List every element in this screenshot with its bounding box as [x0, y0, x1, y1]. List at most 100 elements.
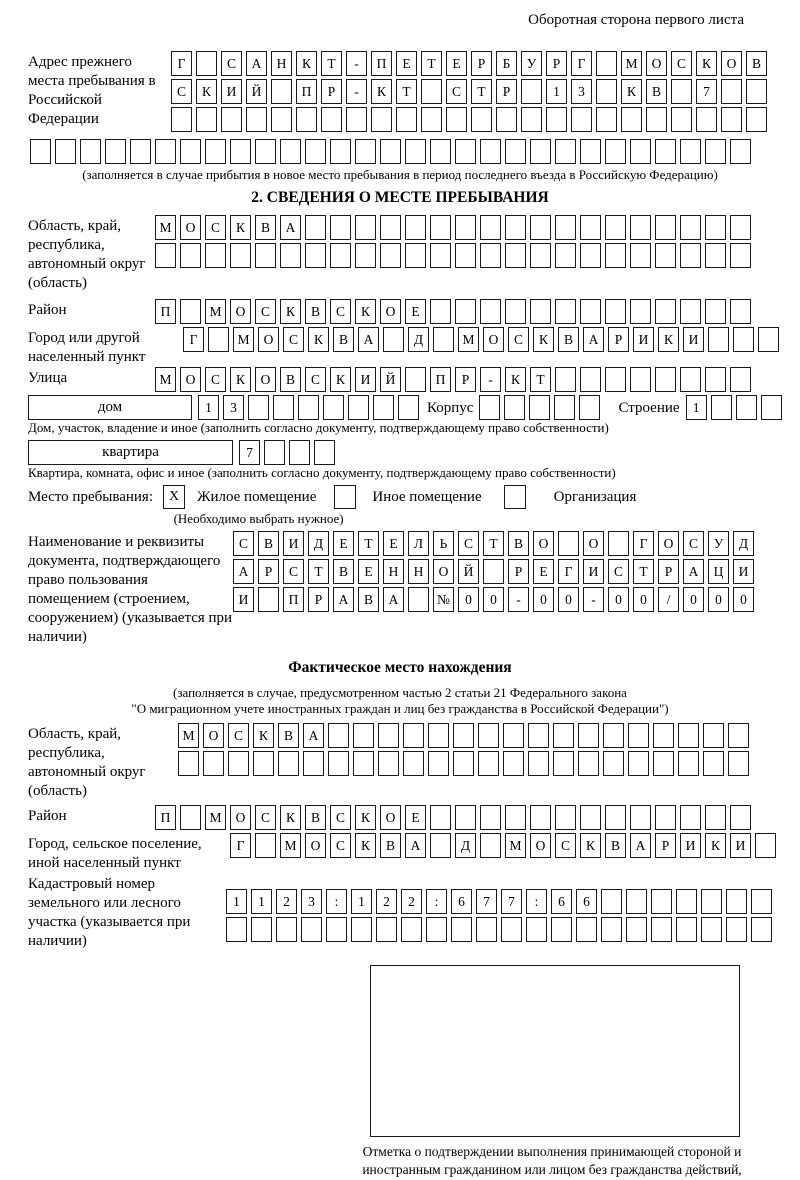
- form-cell[interactable]: [80, 139, 101, 164]
- form-cell[interactable]: [630, 299, 651, 324]
- form-cell[interactable]: Е: [383, 531, 404, 556]
- form-cell[interactable]: 0: [608, 587, 629, 612]
- form-cell[interactable]: [671, 107, 692, 132]
- form-cell[interactable]: [730, 367, 751, 392]
- form-cell[interactable]: М: [155, 367, 176, 392]
- form-cell[interactable]: [453, 751, 474, 776]
- form-cell[interactable]: [726, 889, 747, 914]
- form-cell[interactable]: М: [458, 327, 479, 352]
- form-cell[interactable]: О: [433, 559, 454, 584]
- form-cell[interactable]: [503, 751, 524, 776]
- form-cell[interactable]: [630, 243, 651, 268]
- form-cell[interactable]: [351, 917, 372, 942]
- form-cell[interactable]: [546, 107, 567, 132]
- checkbox-inoe[interactable]: [334, 485, 357, 509]
- form-cell[interactable]: И: [733, 559, 754, 584]
- form-cell[interactable]: [608, 531, 629, 556]
- form-cell[interactable]: С: [508, 327, 529, 352]
- form-cell[interactable]: О: [380, 805, 401, 830]
- form-cell[interactable]: Г: [558, 559, 579, 584]
- form-cell[interactable]: [30, 139, 51, 164]
- form-cell[interactable]: [655, 805, 676, 830]
- form-cell[interactable]: [455, 139, 476, 164]
- form-cell[interactable]: [303, 751, 324, 776]
- form-cell[interactable]: [314, 440, 335, 465]
- form-cell[interactable]: О: [583, 531, 604, 556]
- form-cell[interactable]: [355, 215, 376, 240]
- form-cell[interactable]: Д: [308, 531, 329, 556]
- form-cell[interactable]: [676, 889, 697, 914]
- form-cell[interactable]: -: [346, 51, 367, 76]
- form-cell[interactable]: [705, 215, 726, 240]
- form-cell[interactable]: И: [233, 587, 254, 612]
- form-cell[interactable]: [655, 299, 676, 324]
- form-cell[interactable]: №: [433, 587, 454, 612]
- form-cell[interactable]: [671, 79, 692, 104]
- form-cell[interactable]: [576, 917, 597, 942]
- form-cell[interactable]: Т: [421, 51, 442, 76]
- form-cell[interactable]: [278, 751, 299, 776]
- form-cell[interactable]: И: [683, 327, 704, 352]
- form-cell[interactable]: [505, 805, 526, 830]
- form-cell[interactable]: [421, 79, 442, 104]
- form-cell[interactable]: [401, 917, 422, 942]
- form-cell[interactable]: [405, 215, 426, 240]
- form-cell[interactable]: Т: [483, 531, 504, 556]
- form-cell[interactable]: О: [180, 215, 201, 240]
- form-cell[interactable]: Л: [408, 531, 429, 556]
- form-cell[interactable]: [230, 243, 251, 268]
- form-cell[interactable]: [371, 107, 392, 132]
- form-cell[interactable]: [626, 889, 647, 914]
- form-cell[interactable]: [554, 395, 576, 420]
- form-cell[interactable]: [730, 139, 751, 164]
- form-cell[interactable]: [630, 139, 651, 164]
- form-cell[interactable]: [696, 107, 717, 132]
- form-cell[interactable]: [630, 367, 651, 392]
- form-cell[interactable]: 1: [546, 79, 567, 104]
- form-cell[interactable]: 7: [696, 79, 717, 104]
- form-cell[interactable]: О: [305, 833, 326, 858]
- checkbox-org[interactable]: [503, 485, 526, 509]
- form-cell[interactable]: Т: [633, 559, 654, 584]
- form-cell[interactable]: :: [426, 889, 447, 914]
- form-cell[interactable]: [171, 107, 192, 132]
- form-cell[interactable]: П: [155, 299, 176, 324]
- form-cell[interactable]: [180, 243, 201, 268]
- form-cell[interactable]: Е: [533, 559, 554, 584]
- form-cell[interactable]: [228, 751, 249, 776]
- form-cell[interactable]: [496, 107, 517, 132]
- form-cell[interactable]: [680, 215, 701, 240]
- form-cell[interactable]: М: [233, 327, 254, 352]
- form-cell[interactable]: [298, 395, 319, 420]
- form-cell[interactable]: 0: [733, 587, 754, 612]
- form-cell[interactable]: Г: [633, 531, 654, 556]
- form-cell[interactable]: [55, 139, 76, 164]
- form-cell[interactable]: 0: [458, 587, 479, 612]
- form-cell[interactable]: [276, 917, 297, 942]
- form-cell[interactable]: [721, 107, 742, 132]
- form-cell[interactable]: А: [583, 327, 604, 352]
- form-cell[interactable]: [728, 723, 749, 748]
- form-cell[interactable]: Ц: [708, 559, 729, 584]
- form-cell[interactable]: [355, 243, 376, 268]
- form-cell[interactable]: [455, 243, 476, 268]
- form-cell[interactable]: 1: [685, 395, 707, 420]
- form-cell[interactable]: Й: [246, 79, 267, 104]
- form-cell[interactable]: [555, 139, 576, 164]
- form-cell[interactable]: В: [255, 215, 276, 240]
- form-cell[interactable]: [705, 805, 726, 830]
- form-cell[interactable]: [601, 917, 622, 942]
- form-cell[interactable]: [530, 215, 551, 240]
- form-cell[interactable]: 7: [501, 889, 522, 914]
- form-cell[interactable]: Д: [408, 327, 429, 352]
- form-cell[interactable]: [578, 751, 599, 776]
- form-cell[interactable]: Е: [396, 51, 417, 76]
- form-cell[interactable]: [430, 215, 451, 240]
- form-cell[interactable]: [703, 751, 724, 776]
- form-cell[interactable]: [733, 327, 754, 352]
- form-cell[interactable]: У: [521, 51, 542, 76]
- form-cell[interactable]: [730, 215, 751, 240]
- form-cell[interactable]: К: [355, 833, 376, 858]
- form-cell[interactable]: [430, 243, 451, 268]
- form-cell[interactable]: [680, 805, 701, 830]
